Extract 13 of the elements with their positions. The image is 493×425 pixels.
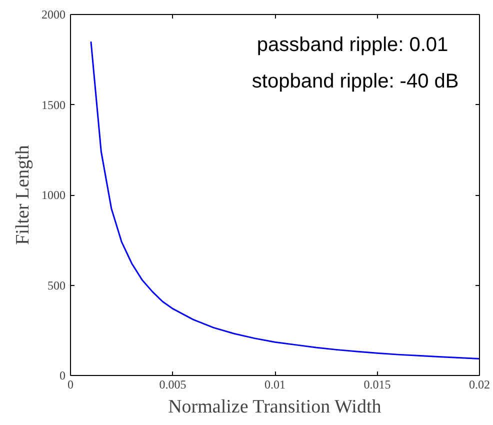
x-tick-label: 0.01 <box>264 378 286 392</box>
annotation: passband ripple: 0.01 <box>256 34 448 56</box>
y-tick-label: 1000 <box>42 188 66 202</box>
y-tick-label: 0 <box>60 368 66 382</box>
x-tick-label: 0.02 <box>469 378 490 392</box>
y-tick-label: 500 <box>48 278 66 292</box>
y-tick-label: 1500 <box>42 98 66 112</box>
y-tick-label: 2000 <box>42 8 66 22</box>
annotation: stopband ripple: -40 dB <box>252 70 459 92</box>
x-tick-label: 0.015 <box>364 378 391 392</box>
x-tick-label: 0.005 <box>159 378 186 392</box>
x-axis-title: Normalize Transition Width <box>168 396 382 418</box>
y-axis-title: Filter Length <box>12 144 34 245</box>
